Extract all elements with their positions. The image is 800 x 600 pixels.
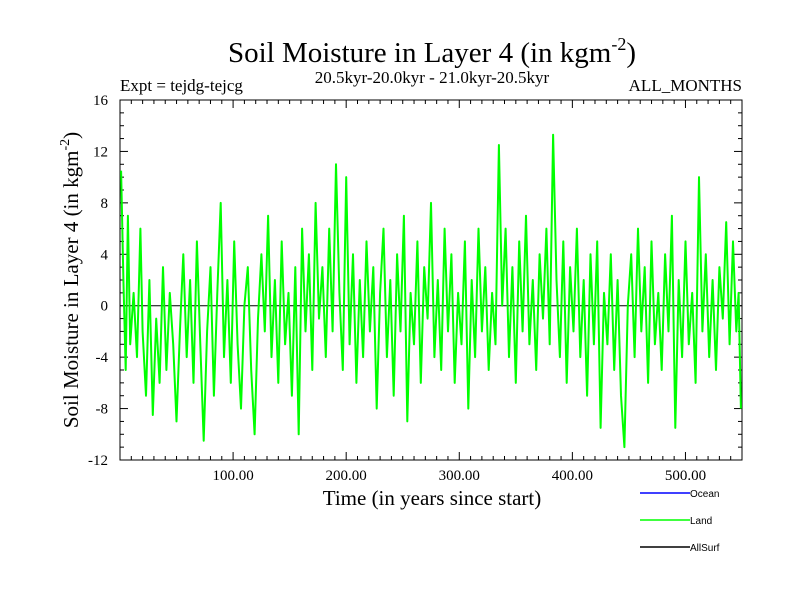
legend-label-allsurf: AllSurf xyxy=(690,543,720,554)
x-axis-ticks: 100.00 200.00 300.00 400.00 500.00 xyxy=(130,100,732,484)
legend-label-ocean: Ocean xyxy=(690,489,719,500)
plot-frame xyxy=(119,99,743,461)
y-tick-label: -8 xyxy=(96,402,109,418)
x-tick-label: 400.00 xyxy=(552,468,593,484)
x-tick-label: 100.00 xyxy=(212,468,253,484)
y-tick-label: 0 xyxy=(101,299,109,315)
legend-label-land: Land xyxy=(690,516,712,527)
series-group xyxy=(120,133,742,449)
subtitle-months: ALL_MONTHS xyxy=(629,76,742,95)
y-tick-label: 16 xyxy=(93,93,109,109)
chart-title: Soil Moisture in Layer 4 (in kgm-2) xyxy=(228,34,636,69)
x-tick-label: 200.00 xyxy=(326,468,367,484)
series-line-land xyxy=(120,133,742,449)
y-tick-label: 8 xyxy=(101,196,109,212)
subtitle-expt: Expt = tejdg-tejcg xyxy=(120,76,243,95)
x-tick-label: 300.00 xyxy=(439,468,480,484)
y-tick-label: -4 xyxy=(96,350,109,366)
y-axis-label: Soil Moisture in Layer 4 (in kgm-2) xyxy=(58,132,83,428)
legend: Ocean Land AllSurf xyxy=(640,489,720,554)
subtitle-period: 20.5kyr-20.0kyr - 21.0kyr-20.5kyr xyxy=(315,68,550,87)
x-tick-label: 500.00 xyxy=(665,468,706,484)
x-axis-label: Time (in years since start) xyxy=(323,486,542,510)
y-tick-label: -12 xyxy=(88,453,108,469)
y-tick-label: 4 xyxy=(101,247,109,263)
y-tick-label: 12 xyxy=(93,144,108,160)
